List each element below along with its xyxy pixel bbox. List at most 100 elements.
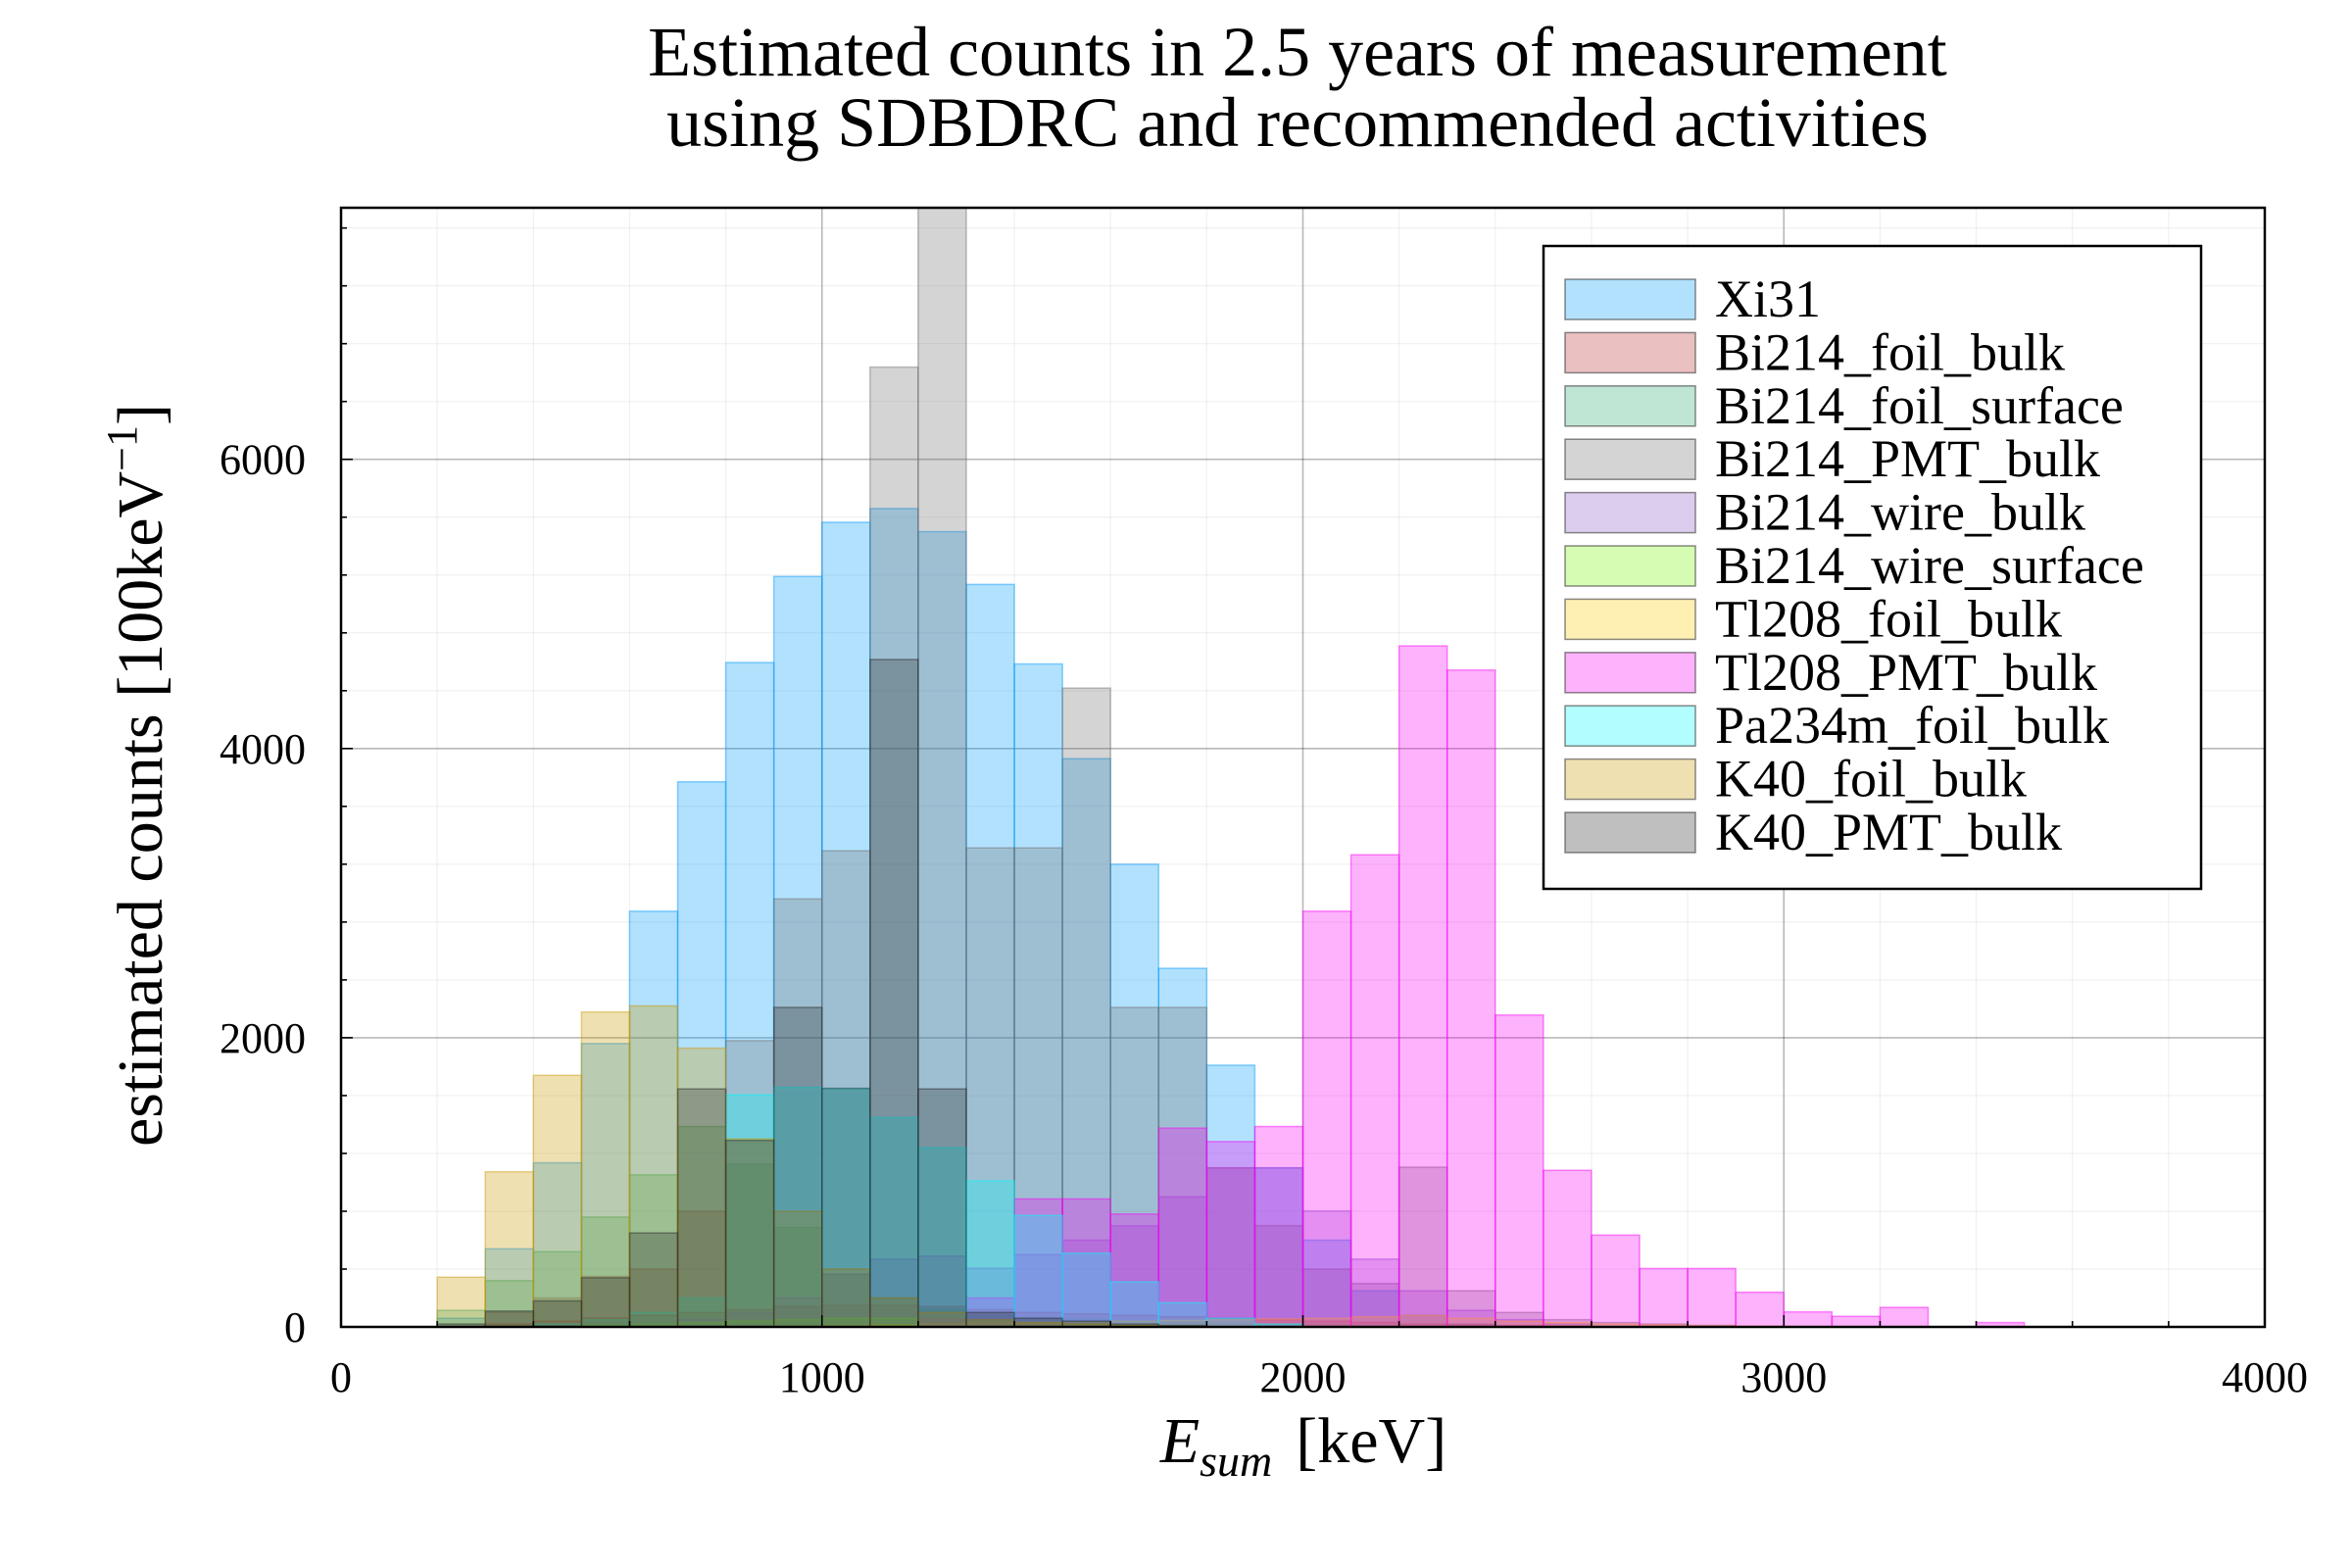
bar-bi214-pmt-bulk-1000 <box>821 850 871 1327</box>
x-tick-label-2000: 2000 <box>1260 1353 1347 1401</box>
legend-entry-xi31: Xi31 <box>1564 270 1821 328</box>
bar-bi214-pmt-bulk-700 <box>676 1210 727 1327</box>
bar-bi214-foil-surface-700 <box>676 1125 727 1327</box>
legend-entry-bi214-foil-surface: Bi214_foil_surface <box>1564 376 2124 435</box>
bar-k40-foil-bulk-400 <box>532 1074 583 1327</box>
bar-xi31-600 <box>628 910 679 1327</box>
legend-swatch-tl208-foil-bulk <box>1564 598 1696 641</box>
bar-bi214-wire-bulk-2300 <box>1446 1309 1496 1327</box>
bar-tl208-pmt-bulk-2000 <box>1301 910 1352 1327</box>
bar-pa234m-foil-bulk-1100 <box>869 1116 919 1327</box>
bar-bi214-wire-bulk-900 <box>772 1297 823 1327</box>
y-axis-label-close: ] <box>105 404 176 425</box>
bar-xi31-300 <box>484 1248 535 1327</box>
legend-entry-k40-pmt-bulk: K40_PMT_bulk <box>1564 803 2062 861</box>
bar-xi31-1900 <box>1253 1166 1304 1327</box>
legend-swatch-k40-foil-bulk <box>1564 758 1696 801</box>
legend-swatch-bi214-wire-bulk <box>1564 491 1696 534</box>
x-axis-label-subscript: sum <box>1200 1436 1272 1486</box>
bar-tl208-pmt-bulk-2200 <box>1397 645 1448 1327</box>
bar-bi214-pmt-bulk-2000 <box>1301 1268 1352 1327</box>
bar-xi31-1100 <box>869 508 919 1327</box>
bar-pa234m-foil-bulk-700 <box>676 1297 727 1327</box>
bar-pa234m-foil-bulk-1000 <box>821 1088 871 1327</box>
series-tl208-pmt-bulk <box>917 645 2026 1327</box>
series-bi214-wire-bulk <box>628 1166 1592 1327</box>
y-axis-label-text: estimated counts [100keV <box>105 471 176 1147</box>
legend-entry-bi214-foil-bulk: Bi214_foil_bulk <box>1564 322 2065 381</box>
bar-k40-foil-bulk-800 <box>724 1138 775 1327</box>
bar-k40-pmt-bulk-900 <box>772 1006 823 1327</box>
bar-bi214-wire-bulk-1800 <box>1205 1166 1256 1327</box>
y-axis-label-exponent: −1 <box>98 425 146 471</box>
series-bi214-foil-bulk <box>484 1304 1592 1327</box>
bar-tl208-pmt-bulk-3100 <box>1831 1315 1882 1327</box>
y-tick-label-4000: 4000 <box>220 725 306 773</box>
series-bi214-wire-surface <box>580 1317 1256 1327</box>
bar-pa234m-foil-bulk-900 <box>772 1086 823 1327</box>
bar-bi214-pmt-bulk-2200 <box>1397 1166 1448 1327</box>
bar-tl208-pmt-bulk-1900 <box>1253 1125 1304 1327</box>
bar-bi214-foil-bulk-1500 <box>1061 1312 1111 1327</box>
legend-label-xi31: Xi31 <box>1715 270 1821 328</box>
bar-bi214-pmt-bulk-500 <box>580 1275 631 1327</box>
legend-swatch-xi31 <box>1564 278 1696 320</box>
bar-tl208-pmt-bulk-1400 <box>1013 1198 1063 1327</box>
legend-swatch-bi214-foil-bulk <box>1564 331 1696 374</box>
bar-k40-pmt-bulk-1400 <box>1013 1317 1063 1327</box>
legend-swatch-bi214-pmt-bulk <box>1564 438 1696 480</box>
bar-xi31-1300 <box>965 583 1015 1327</box>
legend-swatch-pa234m-foil-bulk <box>1564 705 1696 747</box>
x-tick-label-0: 0 <box>330 1353 352 1401</box>
bar-bi214-wire-bulk-1200 <box>917 1254 967 1327</box>
legend-swatch-k40-pmt-bulk <box>1564 811 1696 854</box>
bar-k40-foil-bulk-500 <box>580 1010 631 1327</box>
bar-tl208-pmt-bulk-1800 <box>1205 1141 1256 1327</box>
bar-bi214-pmt-bulk-900 <box>772 898 823 1327</box>
bar-xi31-1000 <box>821 521 871 1327</box>
bar-k40-foil-bulk-1000 <box>821 1268 871 1327</box>
bar-k40-foil-bulk-900 <box>772 1210 823 1327</box>
bar-bi214-pmt-bulk-1400 <box>1013 847 1063 1327</box>
x-axis-label-unit: [keV] <box>1296 1405 1446 1477</box>
bar-bi214-pmt-bulk-400 <box>532 1297 583 1327</box>
bar-pa234m-foil-bulk-1600 <box>1109 1281 1160 1327</box>
bar-bi214-pmt-bulk-2100 <box>1349 1282 1400 1327</box>
bar-k40-pmt-bulk-1200 <box>917 1088 967 1327</box>
x-axis-label-symbol: E <box>1159 1405 1200 1477</box>
bar-bi214-pmt-bulk-1600 <box>1109 1006 1160 1327</box>
bar-k40-foil-bulk-600 <box>628 1004 679 1327</box>
bar-bi214-foil-surface-400 <box>532 1250 583 1327</box>
bar-bi214-wire-bulk-1000 <box>821 1273 871 1327</box>
legend-swatch-bi214-wire-surface <box>1564 545 1696 587</box>
legend-label-tl208-pmt-bulk: Tl208_PMT_bulk <box>1715 643 2097 702</box>
bar-pa234m-foil-bulk-1400 <box>1013 1214 1063 1327</box>
y-axis-label: estimated counts [100keV−1] <box>98 404 176 1147</box>
bar-bi214-wire-bulk-1400 <box>1013 1253 1063 1327</box>
bar-bi214-pmt-bulk-300 <box>484 1311 535 1327</box>
bar-bi214-wire-bulk-800 <box>724 1311 775 1327</box>
bar-k40-pmt-bulk-1300 <box>965 1311 1015 1327</box>
plot-frame <box>339 206 2267 1329</box>
bar-bi214-foil-surface-200 <box>436 1309 486 1327</box>
x-axis-label: Esum [keV] <box>1159 1405 1446 1486</box>
bar-k40-foil-bulk-700 <box>676 1047 727 1327</box>
series-k40-foil-bulk <box>436 1004 1160 1327</box>
legend-box <box>1542 244 2203 891</box>
bar-bi214-foil-surface-900 <box>772 1226 823 1327</box>
bar-xi31-1600 <box>1109 863 1160 1327</box>
bar-k40-pmt-bulk-600 <box>628 1232 679 1327</box>
bar-xi31-500 <box>580 1043 631 1327</box>
bar-bi214-pmt-bulk-1900 <box>1253 1224 1304 1327</box>
chart-title-line-1: Estimated counts in 2.5 years of measure… <box>648 13 1947 91</box>
legend-label-k40-pmt-bulk: K40_PMT_bulk <box>1715 803 2062 861</box>
bar-xi31-400 <box>532 1161 583 1327</box>
series-pa234m-foil-bulk <box>532 1086 1304 1327</box>
bar-bi214-foil-bulk-700 <box>676 1311 727 1327</box>
histogram-bars <box>436 208 2026 1327</box>
bar-tl208-pmt-bulk-2700 <box>1639 1267 1689 1327</box>
y-tick-label-6000: 6000 <box>220 436 306 484</box>
bar-k40-foil-bulk-300 <box>484 1170 535 1327</box>
bar-tl208-pmt-bulk-2900 <box>1735 1291 1786 1327</box>
